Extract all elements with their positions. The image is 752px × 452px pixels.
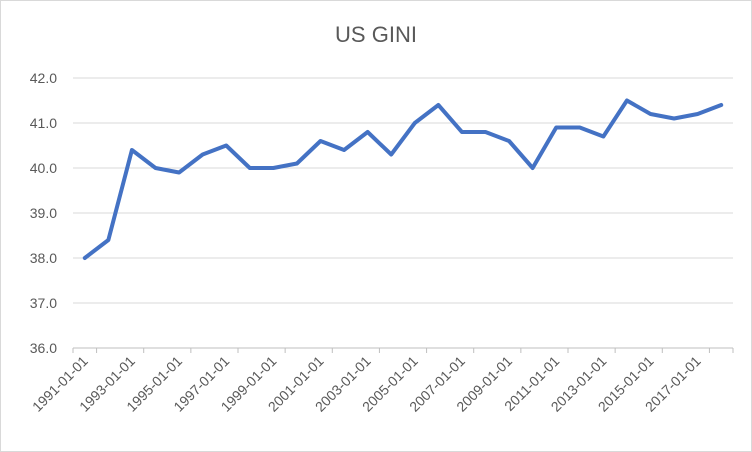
series-line [82,98,724,260]
y-tick-label: 37.0 [30,295,57,311]
y-tick-label: 42.0 [30,70,57,86]
chart-title: US GINI [335,22,417,47]
y-tick-label: 36.0 [30,340,57,356]
y-tick-label: 39.0 [30,205,57,221]
y-tick-label: 41.0 [30,115,57,131]
y-tick-label: 38.0 [30,250,57,266]
y-tick-label: 40.0 [30,160,57,176]
